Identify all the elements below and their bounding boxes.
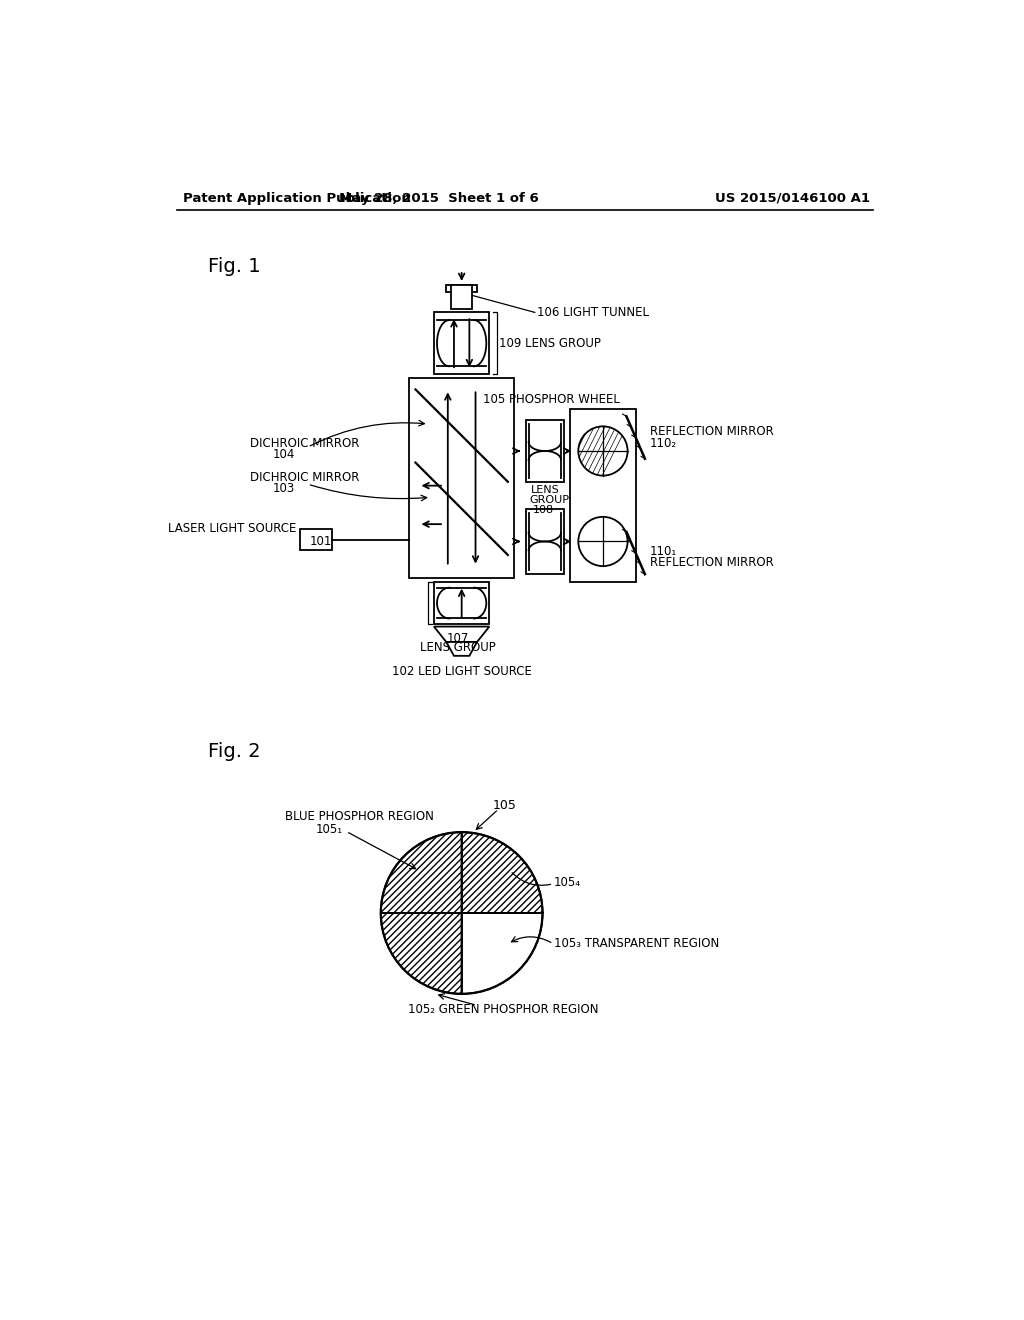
Text: DICHROIC MIRROR: DICHROIC MIRROR <box>250 471 359 484</box>
Bar <box>525 508 564 574</box>
Text: 105₃ TRANSPARENT REGION: 105₃ TRANSPARENT REGION <box>554 937 719 950</box>
Text: Fig. 1: Fig. 1 <box>208 256 260 276</box>
Text: GROUP: GROUP <box>529 495 569 506</box>
Polygon shape <box>446 642 477 656</box>
Text: REFLECTION MIRROR: REFLECTION MIRROR <box>649 425 773 438</box>
Text: 107: 107 <box>446 631 469 644</box>
Circle shape <box>579 517 628 566</box>
Text: 105₁: 105₁ <box>315 822 342 836</box>
Text: 103: 103 <box>273 482 295 495</box>
Bar <box>525 420 564 482</box>
Text: 104: 104 <box>273 447 295 461</box>
Bar <box>451 285 472 309</box>
Text: May 28, 2015  Sheet 1 of 6: May 28, 2015 Sheet 1 of 6 <box>339 191 539 205</box>
Text: 101: 101 <box>309 535 332 548</box>
Text: 110₂: 110₂ <box>649 437 677 450</box>
Text: LENS: LENS <box>531 484 560 495</box>
Text: 108: 108 <box>534 506 554 515</box>
Bar <box>300 529 333 550</box>
Text: 109 LENS GROUP: 109 LENS GROUP <box>500 337 601 350</box>
Wedge shape <box>462 913 543 994</box>
Text: 110₁: 110₁ <box>649 545 677 557</box>
Text: 105₂ GREEN PHOSPHOR REGION: 105₂ GREEN PHOSPHOR REGION <box>408 1003 598 1016</box>
Bar <box>434 582 489 624</box>
Text: 105: 105 <box>493 799 516 812</box>
Wedge shape <box>381 913 462 994</box>
Text: 106 LIGHT TUNNEL: 106 LIGHT TUNNEL <box>538 306 649 319</box>
Text: Patent Application Publication: Patent Application Publication <box>183 191 411 205</box>
Text: 105 PHOSPHOR WHEEL: 105 PHOSPHOR WHEEL <box>483 393 621 407</box>
Bar <box>446 285 477 292</box>
Text: US 2015/0146100 A1: US 2015/0146100 A1 <box>715 191 869 205</box>
Bar <box>434 313 489 374</box>
Polygon shape <box>434 627 489 642</box>
Bar <box>410 378 514 578</box>
Text: LENS GROUP: LENS GROUP <box>420 640 496 653</box>
Text: REFLECTION MIRROR: REFLECTION MIRROR <box>649 556 773 569</box>
Text: BLUE PHOSPHOR REGION: BLUE PHOSPHOR REGION <box>285 810 433 824</box>
Text: LASER LIGHT SOURCE: LASER LIGHT SOURCE <box>168 523 296 536</box>
Wedge shape <box>381 832 462 913</box>
Text: 102 LED LIGHT SOURCE: 102 LED LIGHT SOURCE <box>392 665 531 677</box>
Text: DICHROIC MIRROR: DICHROIC MIRROR <box>250 437 359 450</box>
Bar <box>570 409 636 582</box>
Circle shape <box>579 426 628 475</box>
Text: Fig. 2: Fig. 2 <box>208 742 260 760</box>
Text: 105₄: 105₄ <box>554 875 581 888</box>
Wedge shape <box>462 832 543 913</box>
